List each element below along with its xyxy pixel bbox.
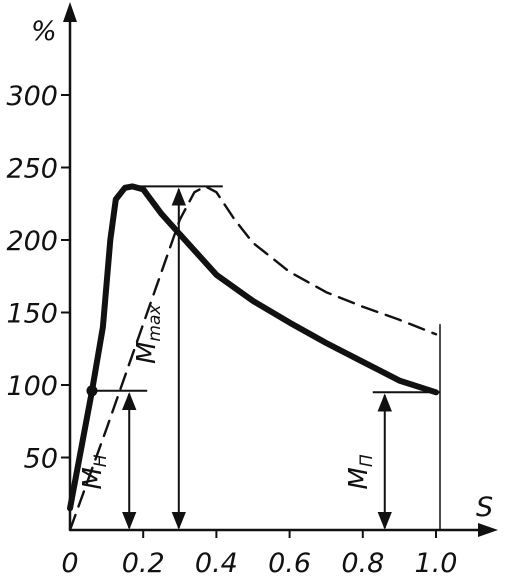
y-axis-arrow bbox=[63, 2, 77, 22]
y-tick-label: 100 bbox=[6, 371, 58, 402]
x-axis-arrow bbox=[478, 523, 498, 537]
x-tick-label: 0.4 bbox=[195, 548, 238, 576]
y-tick-label: 150 bbox=[6, 299, 58, 330]
y-tick-label: 50 bbox=[24, 444, 58, 475]
annotations: MH Mmax MП bbox=[78, 185, 441, 530]
x-ticks: 0 0.2 0.4 0.6 0.8 1.0 bbox=[61, 530, 457, 576]
torque-curve bbox=[67, 183, 439, 512]
markers bbox=[86, 385, 98, 397]
y-ticks: 50 100 150 200 250 300 bbox=[6, 81, 70, 475]
x-tick-label: 0 bbox=[61, 548, 78, 576]
x-tick-label: 0.8 bbox=[341, 548, 384, 576]
x-tick-label: 0.2 bbox=[122, 548, 165, 576]
x-axis-label: S bbox=[476, 492, 493, 523]
y-tick-label: 300 bbox=[6, 81, 58, 112]
curve-point-marker bbox=[86, 385, 98, 397]
annotation-label: MH bbox=[78, 454, 111, 489]
y-tick-label: 250 bbox=[6, 154, 58, 185]
y-tick-label: 200 bbox=[6, 226, 58, 257]
dashed-curve bbox=[68, 185, 438, 532]
series bbox=[67, 183, 439, 532]
annotation-label: Mmax bbox=[132, 304, 165, 364]
x-tick-label: 1.0 bbox=[415, 548, 458, 576]
x-tick-label: 0.6 bbox=[268, 548, 311, 576]
y-axis-label: % bbox=[31, 16, 57, 47]
annotation-label: MП bbox=[344, 454, 377, 489]
